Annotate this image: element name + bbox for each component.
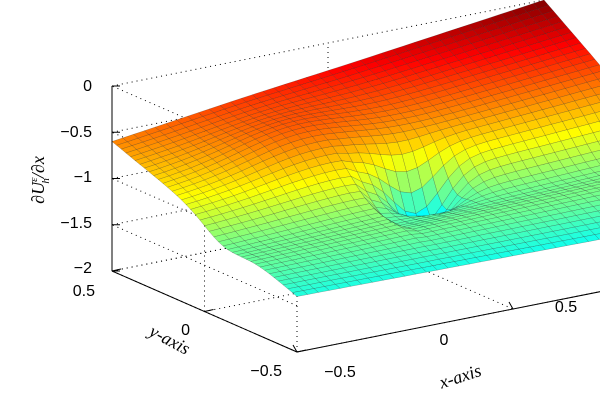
surface-patch <box>594 233 600 240</box>
surface-patch <box>585 222 600 230</box>
y-tick-labels: 0.5 0 −0.5 <box>73 283 282 380</box>
surface-patch <box>596 93 600 101</box>
surface-patch <box>592 178 600 183</box>
surface-patch <box>595 187 600 191</box>
surface-patch <box>594 171 600 176</box>
surface-patch <box>588 121 600 133</box>
z-tick-label: 0 <box>83 78 92 95</box>
surface-patch <box>591 86 600 96</box>
surface-patch <box>596 221 600 227</box>
surface-patch <box>592 204 600 212</box>
surface-patch <box>594 194 600 201</box>
surface-patch <box>591 216 600 223</box>
surface-patch <box>585 187 600 194</box>
grid-line <box>111 0 545 87</box>
x-tick-mark <box>292 344 298 353</box>
surface-patch <box>593 71 600 80</box>
surface-mesh <box>111 0 600 297</box>
surface-patch <box>586 210 600 219</box>
surface-patch <box>586 141 600 153</box>
y-tick-label: 0 <box>181 322 190 339</box>
x-axis-label: x-axis <box>436 360 484 393</box>
grid-line <box>111 224 298 307</box>
surface-patch <box>588 64 600 74</box>
z-tick-label: −1.5 <box>60 215 92 232</box>
y-tick-mark <box>204 309 214 312</box>
surface-patch <box>591 150 600 160</box>
surface-patch <box>589 190 600 197</box>
surface-patch <box>597 181 600 183</box>
x-tick-mark <box>508 301 514 310</box>
surface-patch <box>597 210 600 214</box>
surface-patch <box>586 181 600 187</box>
surface-patch <box>589 227 600 235</box>
surface-patch <box>591 184 600 189</box>
z-tick-label: −2 <box>74 260 92 277</box>
surface-patch <box>594 111 600 122</box>
surface-patch <box>593 130 600 142</box>
z-tick-label: −1 <box>74 169 92 186</box>
z-tick-labels: 0 −0.5 −1 −1.5 −2 <box>60 78 92 277</box>
y-tick-label: 0.5 <box>73 283 95 300</box>
x-tick-label: 0 <box>440 332 449 349</box>
surface-patch <box>588 199 600 207</box>
surface-patch <box>589 165 600 173</box>
surface-patch <box>589 102 600 114</box>
surface-patch <box>585 159 600 169</box>
z-tick-label: −0.5 <box>60 124 92 141</box>
x-tick-labels: −0.5 0 0.5 <box>324 299 577 381</box>
surface-patch <box>596 158 600 165</box>
x-tick-label: −0.5 <box>324 364 356 381</box>
surface-patch <box>597 140 600 146</box>
axes-box <box>111 85 600 353</box>
y-tick-mark <box>111 268 122 272</box>
y-tick-mark <box>296 349 307 353</box>
surface-patch <box>586 79 600 89</box>
z-axis-label: ∂Uεh/∂x <box>28 156 52 204</box>
x-tick-label: 0.5 <box>555 299 577 316</box>
surface-patch <box>585 94 600 106</box>
surface-patch <box>588 175 600 181</box>
y-tick-label: −0.5 <box>250 363 282 380</box>
